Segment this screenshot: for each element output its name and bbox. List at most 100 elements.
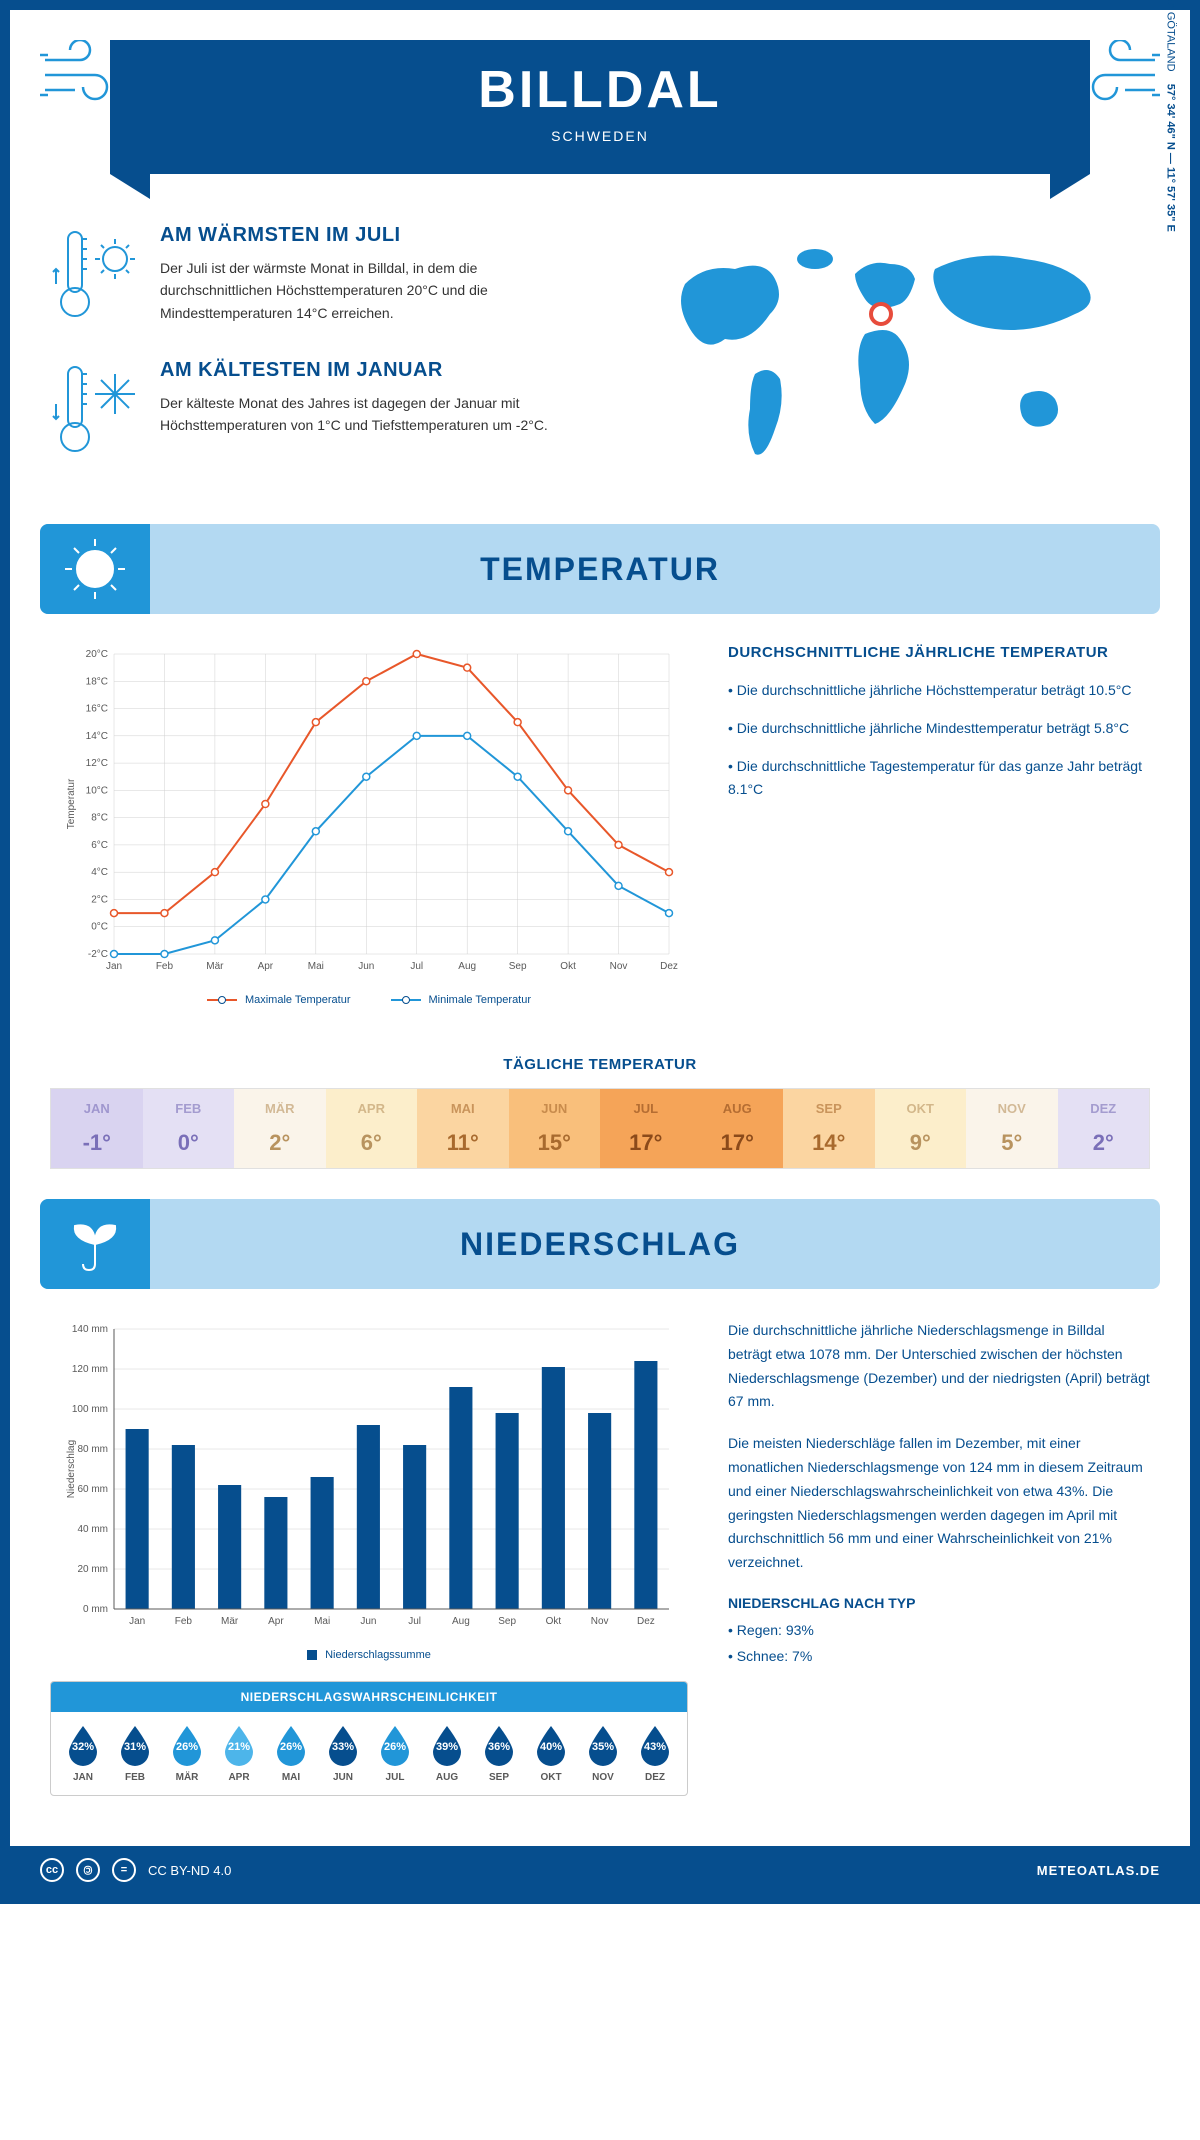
svg-text:Feb: Feb <box>175 1616 193 1627</box>
svg-text:0 mm: 0 mm <box>83 1604 108 1615</box>
svg-text:120 mm: 120 mm <box>72 1364 108 1375</box>
svg-text:Mär: Mär <box>206 961 224 972</box>
coordinates: VÄSTRA GÖTALAND 57° 34' 46" N — 11° 57' … <box>1164 0 1176 232</box>
daily-temp-cell: OKT9° <box>875 1089 967 1168</box>
coldest-block: AM KÄLTESTEN IM JANUAR Der kälteste Mona… <box>50 359 580 464</box>
country-name: SCHWEDEN <box>110 128 1090 144</box>
svg-text:Nov: Nov <box>610 961 628 972</box>
bar-legend: Niederschlagssumme <box>50 1649 688 1661</box>
city-name: BILLDAL <box>110 60 1090 120</box>
daily-temp-cell: APR6° <box>326 1089 418 1168</box>
prob-cell: 40%OKT <box>527 1724 575 1783</box>
svg-text:60 mm: 60 mm <box>77 1484 108 1495</box>
prob-cell: 31%FEB <box>111 1724 159 1783</box>
svg-text:Feb: Feb <box>156 961 174 972</box>
svg-text:100 mm: 100 mm <box>72 1404 108 1415</box>
site-name: METEOATLAS.DE <box>1037 1863 1160 1878</box>
svg-text:18°C: 18°C <box>86 676 108 687</box>
daily-temp-cell: JUN15° <box>509 1089 601 1168</box>
precipitation-section-header: NIEDERSCHLAG <box>40 1199 1160 1289</box>
warmest-title: AM WÄRMSTEN IM JULI <box>160 224 580 247</box>
prob-cell: 26%JUL <box>371 1724 419 1783</box>
thermometer-hot-icon <box>50 224 140 329</box>
svg-text:Niederschlag: Niederschlag <box>66 1440 77 1498</box>
cc-icon: cc <box>40 1858 64 1882</box>
svg-text:4°C: 4°C <box>91 867 108 878</box>
svg-text:Jul: Jul <box>410 961 423 972</box>
daily-temp-cell: MÄR2° <box>234 1089 326 1168</box>
svg-text:20 mm: 20 mm <box>77 1564 108 1575</box>
daily-temp-cell: SEP14° <box>783 1089 875 1168</box>
daily-temp-cell: JAN-1° <box>51 1089 143 1168</box>
umbrella-icon <box>40 1199 150 1289</box>
svg-text:Sep: Sep <box>509 961 527 972</box>
temperature-section-header: TEMPERATUR <box>40 524 1160 614</box>
svg-text:-2°C: -2°C <box>88 949 108 960</box>
probability-box: NIEDERSCHLAGSWAHRSCHEINLICHKEIT 32%JAN31… <box>50 1681 688 1796</box>
daily-temp-cell: DEZ2° <box>1058 1089 1150 1168</box>
by-icon: 🄯 <box>76 1858 100 1882</box>
title-banner: BILLDAL SCHWEDEN <box>110 40 1090 174</box>
map-marker <box>869 302 893 326</box>
precipitation-bar-chart: 0 mm20 mm40 mm60 mm80 mm100 mm120 mm140 … <box>50 1319 688 1639</box>
svg-text:Apr: Apr <box>268 1616 284 1627</box>
svg-text:Jan: Jan <box>129 1616 145 1627</box>
daily-temp-cell: FEB0° <box>143 1089 235 1168</box>
world-map <box>620 224 1150 484</box>
coldest-text: Der kälteste Monat des Jahres ist dagege… <box>160 392 580 437</box>
precip-text-2: Die meisten Niederschläge fallen im Deze… <box>728 1432 1150 1575</box>
prob-cell: 26%MÄR <box>163 1724 211 1783</box>
thermometer-cold-icon <box>50 359 140 464</box>
svg-text:Dez: Dez <box>637 1616 655 1627</box>
license-text: CC BY-ND 4.0 <box>148 1863 231 1878</box>
type-bullet: • Regen: 93% <box>728 1619 1150 1641</box>
svg-text:10°C: 10°C <box>86 785 108 796</box>
coldest-title: AM KÄLTESTEN IM JANUAR <box>160 359 580 382</box>
chart-legend: Maximale Temperatur Minimale Temperatur <box>50 994 688 1006</box>
svg-text:Aug: Aug <box>458 961 476 972</box>
svg-text:0°C: 0°C <box>91 922 108 933</box>
svg-text:Temperatur: Temperatur <box>66 778 77 829</box>
avg-temp-title: DURCHSCHNITTLICHE JÄHRLICHE TEMPERATUR <box>728 644 1150 661</box>
precip-text-1: Die durchschnittliche jährliche Niedersc… <box>728 1319 1150 1414</box>
svg-text:80 mm: 80 mm <box>77 1444 108 1455</box>
daily-temp-cell: NOV5° <box>966 1089 1058 1168</box>
svg-text:Okt: Okt <box>560 961 576 972</box>
warmest-block: AM WÄRMSTEN IM JULI Der Juli ist der wär… <box>50 224 580 329</box>
footer: cc 🄯 = CC BY-ND 4.0 METEOATLAS.DE <box>10 1846 1190 1894</box>
type-bullet: • Schnee: 7% <box>728 1645 1150 1667</box>
header-area: BILLDAL SCHWEDEN <box>10 10 1190 174</box>
avg-bullet: • Die durchschnittliche jährliche Höchst… <box>728 679 1150 703</box>
daily-temp-table: JAN-1°FEB0°MÄR2°APR6°MAI11°JUN15°JUL17°A… <box>50 1088 1150 1169</box>
daily-temp-cell: MAI11° <box>417 1089 509 1168</box>
svg-text:2°C: 2°C <box>91 894 108 905</box>
avg-bullet: • Die durchschnittliche Tagestemperatur … <box>728 755 1150 803</box>
svg-text:Jan: Jan <box>106 961 122 972</box>
svg-text:Mai: Mai <box>308 961 324 972</box>
prob-cell: 21%APR <box>215 1724 263 1783</box>
svg-text:6°C: 6°C <box>91 840 108 851</box>
svg-text:Mai: Mai <box>314 1616 330 1627</box>
daily-temp-title: TÄGLICHE TEMPERATUR <box>10 1056 1190 1073</box>
prob-cell: 36%SEP <box>475 1724 523 1783</box>
svg-text:Sep: Sep <box>498 1616 516 1627</box>
sun-icon <box>40 524 150 614</box>
svg-text:Aug: Aug <box>452 1616 470 1627</box>
prob-cell: 33%JUN <box>319 1724 367 1783</box>
prob-cell: 43%DEZ <box>631 1724 679 1783</box>
svg-text:16°C: 16°C <box>86 704 108 715</box>
svg-text:Jun: Jun <box>358 961 374 972</box>
avg-bullet: • Die durchschnittliche jährliche Mindes… <box>728 717 1150 741</box>
svg-text:20°C: 20°C <box>86 649 108 660</box>
warmest-text: Der Juli ist der wärmste Monat in Billda… <box>160 257 580 324</box>
prob-cell: 35%NOV <box>579 1724 627 1783</box>
prob-cell: 32%JAN <box>59 1724 107 1783</box>
daily-temp-cell: AUG17° <box>692 1089 784 1168</box>
svg-text:12°C: 12°C <box>86 758 108 769</box>
temperature-line-chart: -2°C0°C2°C4°C6°C8°C10°C12°C14°C16°C18°C2… <box>50 644 688 984</box>
svg-text:Dez: Dez <box>660 961 678 972</box>
daily-temp-cell: JUL17° <box>600 1089 692 1168</box>
prob-cell: 26%MAI <box>267 1724 315 1783</box>
svg-text:Mär: Mär <box>221 1616 239 1627</box>
nd-icon: = <box>112 1858 136 1882</box>
